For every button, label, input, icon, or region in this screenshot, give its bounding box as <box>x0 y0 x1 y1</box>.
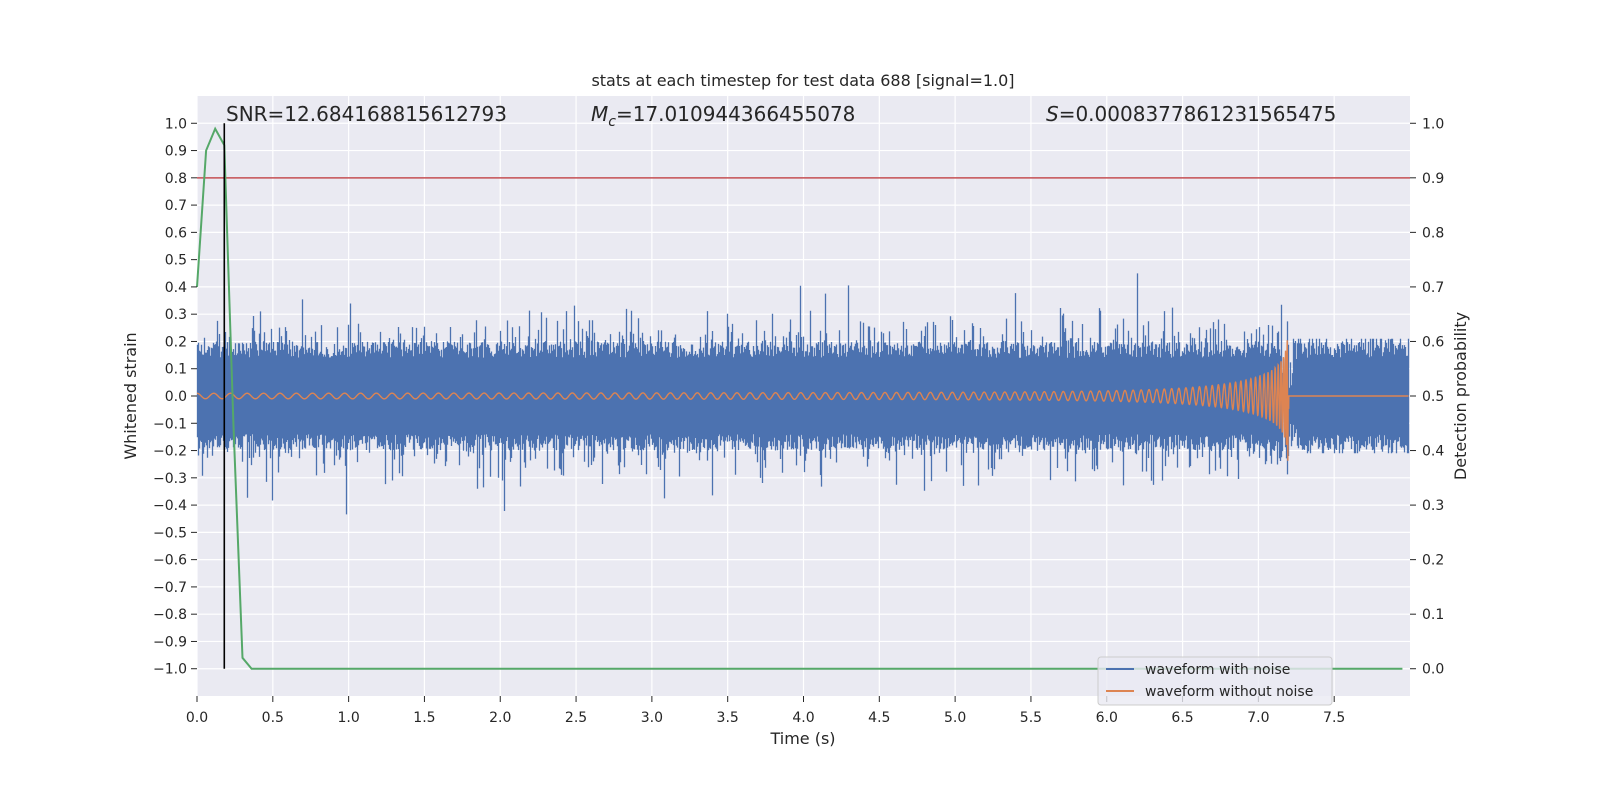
x-tick-label: 7.0 <box>1247 710 1269 726</box>
y-right-tick-label: 0.5 <box>1422 389 1444 405</box>
chart-title: stats at each timestep for test data 688… <box>591 71 1014 90</box>
x-tick-label: 5.5 <box>1020 710 1042 726</box>
y-left-tick-label: 0.6 <box>165 225 187 241</box>
y-left-tick-label: −1.0 <box>153 662 187 678</box>
y-right-axis-label: Detection probability <box>1451 312 1470 480</box>
legend-label-noise: waveform with noise <box>1145 662 1290 678</box>
x-tick-label: 7.5 <box>1323 710 1345 726</box>
y-right-tick-label: 0.2 <box>1422 553 1444 569</box>
y-left-tick-label: −0.2 <box>153 444 187 460</box>
x-tick-label: 0.5 <box>262 710 284 726</box>
x-tick-label: 3.0 <box>641 710 663 726</box>
x-axis-ticks: 0.0 0.5 1.0 1.5 2.0 2.5 3.0 3.5 4.0 4.5 5.0 5.5 6.0 6… <box>186 696 1345 726</box>
x-tick-label: 2.5 <box>565 710 587 726</box>
y-right-tick-label: 0.0 <box>1422 662 1444 678</box>
y-left-tick-label: 0.3 <box>165 307 187 323</box>
y-left-tick-label: −0.7 <box>153 580 187 596</box>
y-left-tick-label: 0.9 <box>165 144 187 160</box>
mc-annotation: Mc=17.010944366455078 <box>591 102 855 130</box>
s-annotation: S=0.0008377861231565475 <box>1046 102 1336 126</box>
x-tick-label: 3.5 <box>717 710 739 726</box>
mc-subscript: c <box>608 114 616 130</box>
y-left-tick-label: −0.9 <box>153 634 187 650</box>
x-tick-label: 1.0 <box>337 710 359 726</box>
mc-value: =17.010944366455078 <box>616 102 855 126</box>
y-left-tick-label: 1.0 <box>165 116 187 132</box>
legend-box <box>1097 656 1333 706</box>
legend-label-clean: waveform without noise <box>1145 684 1313 700</box>
y-left-tick-label: −0.4 <box>153 498 187 514</box>
y-left-tick-label: −0.8 <box>153 607 187 623</box>
y-right-tick-label: 0.9 <box>1422 171 1444 187</box>
y-left-tick-label: 0.1 <box>165 362 187 378</box>
x-tick-label: 6.5 <box>1171 710 1193 726</box>
series-detection-probability <box>196 126 1403 670</box>
s-symbol: S <box>1046 102 1059 126</box>
y-left-tick-label: 0.5 <box>165 253 187 269</box>
y-right-tick-label: 0.1 <box>1422 607 1444 623</box>
series-layer <box>196 123 1410 670</box>
snr-annotation: SNR=12.684168815612793 <box>226 102 507 126</box>
legend: waveform with noise waveform without noi… <box>1097 656 1333 706</box>
y-left-tick-label: −0.5 <box>153 525 187 541</box>
y-left-tick-label: 0.2 <box>165 334 187 350</box>
x-tick-label: 4.5 <box>868 710 890 726</box>
mc-symbol: M <box>591 102 608 126</box>
y-left-tick-label: 0.4 <box>165 280 187 296</box>
y-right-axis-ticks: 1.0 0.9 0.8 0.7 0.6 0.5 0.4 0.3 0.2 0.1 0.0 <box>1410 116 1444 678</box>
y-right-tick-label: 0.3 <box>1422 498 1444 514</box>
y-left-tick-label: −0.3 <box>153 471 187 487</box>
y-right-tick-label: 0.8 <box>1422 225 1444 241</box>
x-tick-label: 1.5 <box>413 710 435 726</box>
y-right-tick-label: 0.7 <box>1422 280 1444 296</box>
y-left-axis-label: Whitened strain <box>121 332 140 459</box>
x-axis-label: Time (s) <box>769 729 835 748</box>
x-tick-label: 5.0 <box>944 710 966 726</box>
y-left-tick-label: 0.7 <box>165 198 187 214</box>
y-left-axis-ticks: 1.0 0.9 0.8 0.7 0.6 0.5 0.4 0.3 0.2 0.1 0.0 −0.1 −0.… <box>153 116 197 678</box>
y-right-tick-label: 0.6 <box>1422 334 1444 350</box>
y-right-tick-label: 1.0 <box>1422 116 1444 132</box>
s-value: =0.0008377861231565475 <box>1059 102 1337 126</box>
x-tick-label: 0.0 <box>186 710 208 726</box>
y-right-tick-label: 0.4 <box>1422 444 1444 460</box>
x-tick-label: 6.0 <box>1096 710 1118 726</box>
series-waveform-without-noise <box>196 340 1409 461</box>
y-left-tick-label: 0.0 <box>165 389 187 405</box>
x-tick-label: 4.0 <box>792 710 814 726</box>
y-left-tick-label: 0.8 <box>165 171 187 187</box>
x-tick-label: 2.0 <box>489 710 511 726</box>
y-left-tick-label: −0.1 <box>153 416 187 432</box>
y-left-tick-label: −0.6 <box>153 553 187 569</box>
